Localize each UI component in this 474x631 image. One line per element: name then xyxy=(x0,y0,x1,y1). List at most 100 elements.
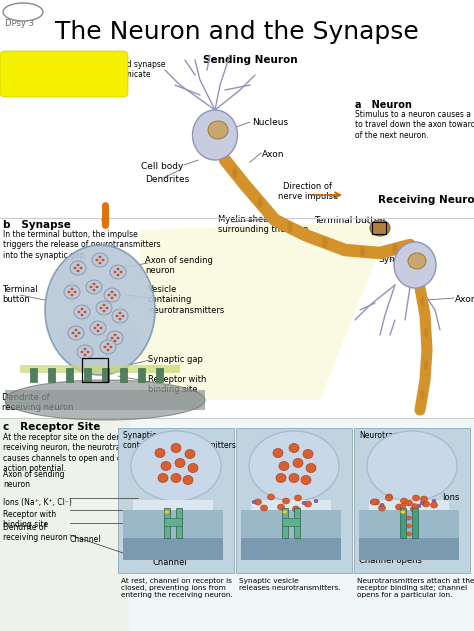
Ellipse shape xyxy=(385,494,392,500)
Ellipse shape xyxy=(252,500,256,504)
Ellipse shape xyxy=(306,464,316,473)
Text: Vesicle
containing
neurotransmitters: Vesicle containing neurotransmitters xyxy=(148,285,224,315)
Bar xyxy=(282,508,288,538)
Bar xyxy=(133,500,213,510)
Ellipse shape xyxy=(73,291,76,293)
Ellipse shape xyxy=(322,237,328,248)
Text: c   Receptor Site: c Receptor Site xyxy=(3,422,100,432)
Bar xyxy=(5,390,205,410)
Ellipse shape xyxy=(67,291,71,293)
Ellipse shape xyxy=(109,346,112,348)
Ellipse shape xyxy=(5,380,205,420)
Ellipse shape xyxy=(420,496,428,502)
Ellipse shape xyxy=(303,449,313,459)
Bar xyxy=(138,368,145,382)
Text: Synapse: Synapse xyxy=(378,255,416,264)
Ellipse shape xyxy=(107,343,109,345)
Ellipse shape xyxy=(99,256,101,258)
Ellipse shape xyxy=(86,280,102,294)
Ellipse shape xyxy=(395,504,402,510)
Ellipse shape xyxy=(101,259,104,261)
Text: The Neuron and the Synapse: The Neuron and the Synapse xyxy=(55,20,419,44)
Ellipse shape xyxy=(112,309,128,323)
Bar xyxy=(48,368,55,382)
Ellipse shape xyxy=(183,476,193,485)
Ellipse shape xyxy=(261,505,267,511)
Ellipse shape xyxy=(283,498,290,504)
Ellipse shape xyxy=(407,516,411,520)
Ellipse shape xyxy=(255,499,262,505)
Text: Neurotransmitters: Neurotransmitters xyxy=(359,431,430,440)
Ellipse shape xyxy=(400,506,404,510)
Text: Channel: Channel xyxy=(70,535,101,544)
Ellipse shape xyxy=(420,501,424,505)
Ellipse shape xyxy=(417,504,421,508)
Ellipse shape xyxy=(68,326,84,340)
Text: Direction of
nerve impulse: Direction of nerve impulse xyxy=(278,182,338,201)
Ellipse shape xyxy=(97,330,100,333)
Ellipse shape xyxy=(93,327,97,329)
Ellipse shape xyxy=(96,301,112,315)
Ellipse shape xyxy=(392,244,398,254)
Ellipse shape xyxy=(131,431,221,501)
Ellipse shape xyxy=(107,349,109,351)
Ellipse shape xyxy=(185,449,195,459)
Text: Ions: Ions xyxy=(442,493,459,502)
Text: Synaptic vesicle
containing neurotransmitters: Synaptic vesicle containing neurotransmi… xyxy=(123,431,236,451)
Text: At the receptor site on the dendrite of the
receiving neuron, the neurotransmitt: At the receptor site on the dendrite of … xyxy=(3,433,164,473)
Bar xyxy=(123,538,223,560)
Ellipse shape xyxy=(117,337,119,339)
Ellipse shape xyxy=(304,501,311,507)
Ellipse shape xyxy=(81,351,83,353)
Bar xyxy=(236,428,352,573)
Ellipse shape xyxy=(188,464,198,473)
Text: Axon of sending
neuron: Axon of sending neuron xyxy=(3,470,64,490)
Ellipse shape xyxy=(78,332,81,334)
Ellipse shape xyxy=(92,283,95,285)
Ellipse shape xyxy=(158,473,168,483)
Text: Receiving Neuron: Receiving Neuron xyxy=(378,195,474,205)
Bar xyxy=(282,518,300,526)
Ellipse shape xyxy=(276,473,286,483)
Text: Dendrite of
receiving neuron: Dendrite of receiving neuron xyxy=(3,523,68,543)
Ellipse shape xyxy=(77,345,93,359)
Ellipse shape xyxy=(379,505,385,511)
Ellipse shape xyxy=(100,327,102,329)
Ellipse shape xyxy=(97,324,100,326)
Ellipse shape xyxy=(277,504,284,510)
Bar xyxy=(118,428,234,573)
Ellipse shape xyxy=(405,500,412,506)
Ellipse shape xyxy=(116,315,118,317)
Ellipse shape xyxy=(118,312,121,314)
Text: a   Neuron: a Neuron xyxy=(355,100,412,110)
Ellipse shape xyxy=(171,473,181,483)
Ellipse shape xyxy=(385,495,392,501)
Ellipse shape xyxy=(314,499,318,503)
Text: Dendrites: Dendrites xyxy=(145,175,189,184)
Ellipse shape xyxy=(302,501,306,505)
Ellipse shape xyxy=(293,459,303,468)
Ellipse shape xyxy=(104,288,120,302)
Bar xyxy=(30,368,37,382)
Bar xyxy=(372,222,386,234)
Ellipse shape xyxy=(74,335,78,337)
Ellipse shape xyxy=(233,167,237,178)
Text: Dbios: Dbios xyxy=(10,7,39,17)
Ellipse shape xyxy=(70,261,86,275)
Ellipse shape xyxy=(74,305,90,319)
Ellipse shape xyxy=(432,499,436,503)
Ellipse shape xyxy=(412,504,418,509)
Text: Axon: Axon xyxy=(262,150,284,159)
Bar xyxy=(123,510,223,538)
Text: Terminal
button: Terminal button xyxy=(2,285,37,304)
Ellipse shape xyxy=(424,327,428,338)
Ellipse shape xyxy=(401,498,408,504)
Ellipse shape xyxy=(360,246,365,257)
Ellipse shape xyxy=(292,506,300,512)
Ellipse shape xyxy=(110,337,113,339)
Bar xyxy=(354,428,470,573)
Ellipse shape xyxy=(3,3,43,21)
Ellipse shape xyxy=(424,360,428,370)
Polygon shape xyxy=(140,222,386,400)
Ellipse shape xyxy=(410,506,418,512)
